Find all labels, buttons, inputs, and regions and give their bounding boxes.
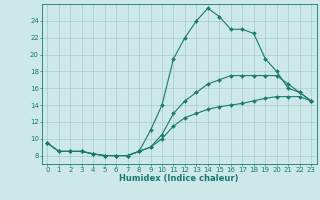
X-axis label: Humidex (Indice chaleur): Humidex (Indice chaleur)	[119, 174, 239, 183]
